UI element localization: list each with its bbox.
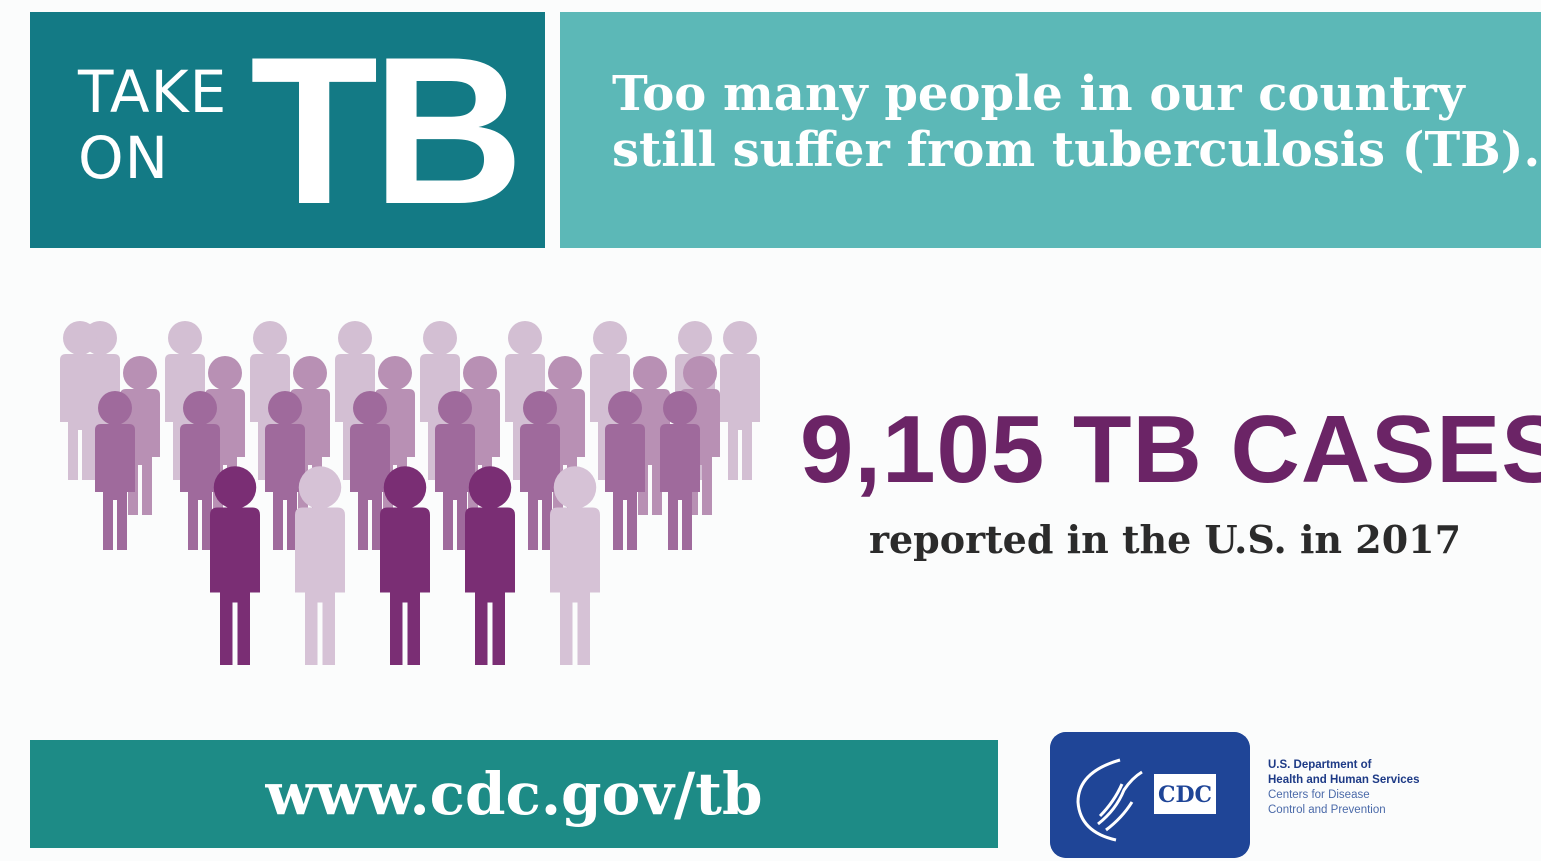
take-on-label: TAKE ON	[78, 59, 227, 191]
hhs-cdc-logo: CDC	[1050, 732, 1250, 858]
case-count: 9,105 TB CASES	[800, 396, 1541, 503]
case-subtext: reported in the U.S. in 2017	[868, 517, 1462, 562]
person-icon	[605, 391, 645, 550]
headline-banner: Too many people in our country still suf…	[560, 12, 1541, 248]
cdc-badge-text: CDC	[1158, 782, 1212, 808]
hhs-eagle-icon	[1076, 758, 1143, 842]
url-bar: www.cdc.gov/tb	[30, 740, 998, 848]
take-text: TAKE	[78, 58, 228, 126]
cdc-tb-url[interactable]: www.cdc.gov/tb	[265, 760, 763, 828]
agency-names: U.S. Department of Health and Human Serv…	[1268, 758, 1498, 818]
headline: Too many people in our country still suf…	[612, 66, 1541, 178]
person-icon	[720, 321, 760, 480]
tb-case-stat: 9,105 TB CASES reported in the U.S. in 2…	[800, 396, 1541, 562]
dept-line-2: Health and Human Services	[1268, 774, 1420, 786]
person-icon	[95, 391, 135, 550]
cdc-line-2: Control and Prevention	[1268, 804, 1386, 816]
headline-line-1: Too many people in our country	[612, 66, 1465, 122]
cdc-line-1: Centers for Disease	[1268, 789, 1370, 801]
dept-line-1: U.S. Department of	[1268, 759, 1372, 771]
person-icon	[550, 466, 600, 665]
person-icon	[210, 466, 260, 665]
crowd-illustration	[60, 321, 760, 665]
tb-logo-text: TB	[250, 13, 524, 248]
take-on-tb-banner: TAKE ON TB	[30, 12, 545, 248]
person-icon	[295, 466, 345, 665]
on-text: ON	[78, 124, 170, 192]
person-icon	[660, 391, 700, 550]
headline-line-2: still suffer from tuberculosis (TB).	[612, 122, 1541, 178]
person-icon	[380, 466, 430, 665]
person-icon	[465, 466, 515, 665]
